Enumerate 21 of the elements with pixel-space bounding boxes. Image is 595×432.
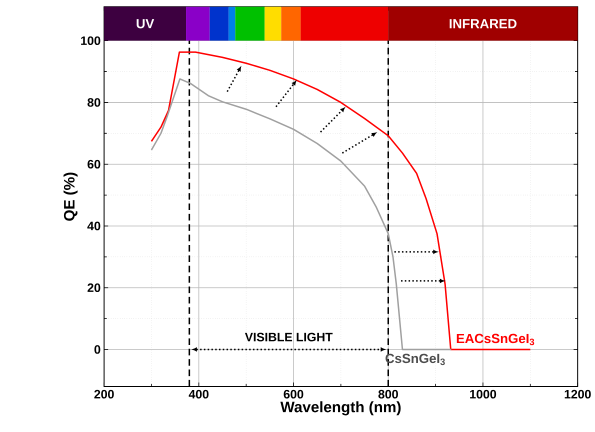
x-tick-label: 1200	[564, 390, 591, 399]
y-tick-label: 40	[87, 222, 100, 230]
line-series	[150, 51, 532, 350]
line-series	[150, 78, 452, 350]
band-label: UV	[136, 19, 154, 28]
x-tick-label: 600	[284, 390, 304, 399]
x-tick-label: 800	[378, 390, 398, 399]
y-tick-label: 20	[88, 283, 100, 292]
x-tick-label: 1000	[470, 390, 496, 399]
y-tick-label: 0	[94, 345, 100, 354]
y-tick-label: 80	[88, 98, 100, 107]
y-axis-title: QE (%)	[64, 172, 78, 221]
annotation: VISIBLE LIGHT	[244, 332, 333, 342]
x-tick-label: 200	[94, 390, 114, 399]
y-tick-label: 100	[81, 36, 100, 46]
series-label: CsSnGeI$_{3}$	[386, 354, 445, 366]
x-tick-label: 400	[188, 390, 209, 399]
y-tick-label: 60	[88, 160, 100, 169]
x-axis-title: Wavelength (nm)	[280, 401, 401, 416]
band-label: INFRARED	[450, 19, 517, 28]
series-label: EACsSnGeI$_{3}$	[456, 334, 534, 346]
